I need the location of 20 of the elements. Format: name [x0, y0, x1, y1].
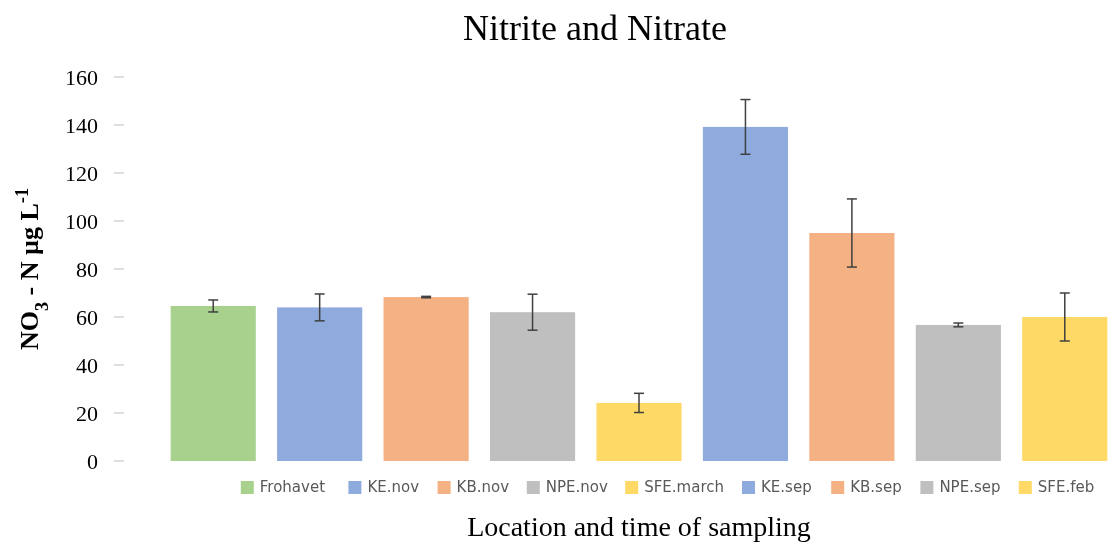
legend-label: KB.sep	[850, 478, 902, 496]
legend-label: NPE.nov	[545, 478, 608, 496]
legend-label: NPE.sep	[939, 478, 1001, 496]
y-tick-label: 20	[76, 400, 98, 426]
chart-title: Nitrite and Nitrate	[463, 8, 727, 48]
legend-label: SFE.feb	[1037, 478, 1095, 496]
x-axis-title: Location and time of sampling	[467, 511, 811, 542]
legend-label: KB.nov	[456, 478, 510, 496]
legend-label: SFE.march	[644, 478, 724, 496]
y-tick-label: 100	[65, 208, 98, 234]
y-tick-label: 0	[87, 448, 98, 474]
y-tick-label: 60	[76, 304, 98, 330]
y-tick-label: 140	[65, 112, 98, 138]
y-tick-label: 80	[76, 256, 98, 282]
legend-label: KE.sep	[761, 478, 812, 496]
legend-label: Frohavet	[259, 478, 326, 496]
legend-label: KE.nov	[367, 478, 420, 496]
y-tick-label: 160	[65, 64, 98, 90]
y-tick-label: 40	[76, 352, 98, 378]
y-tick-label: 120	[65, 160, 98, 186]
